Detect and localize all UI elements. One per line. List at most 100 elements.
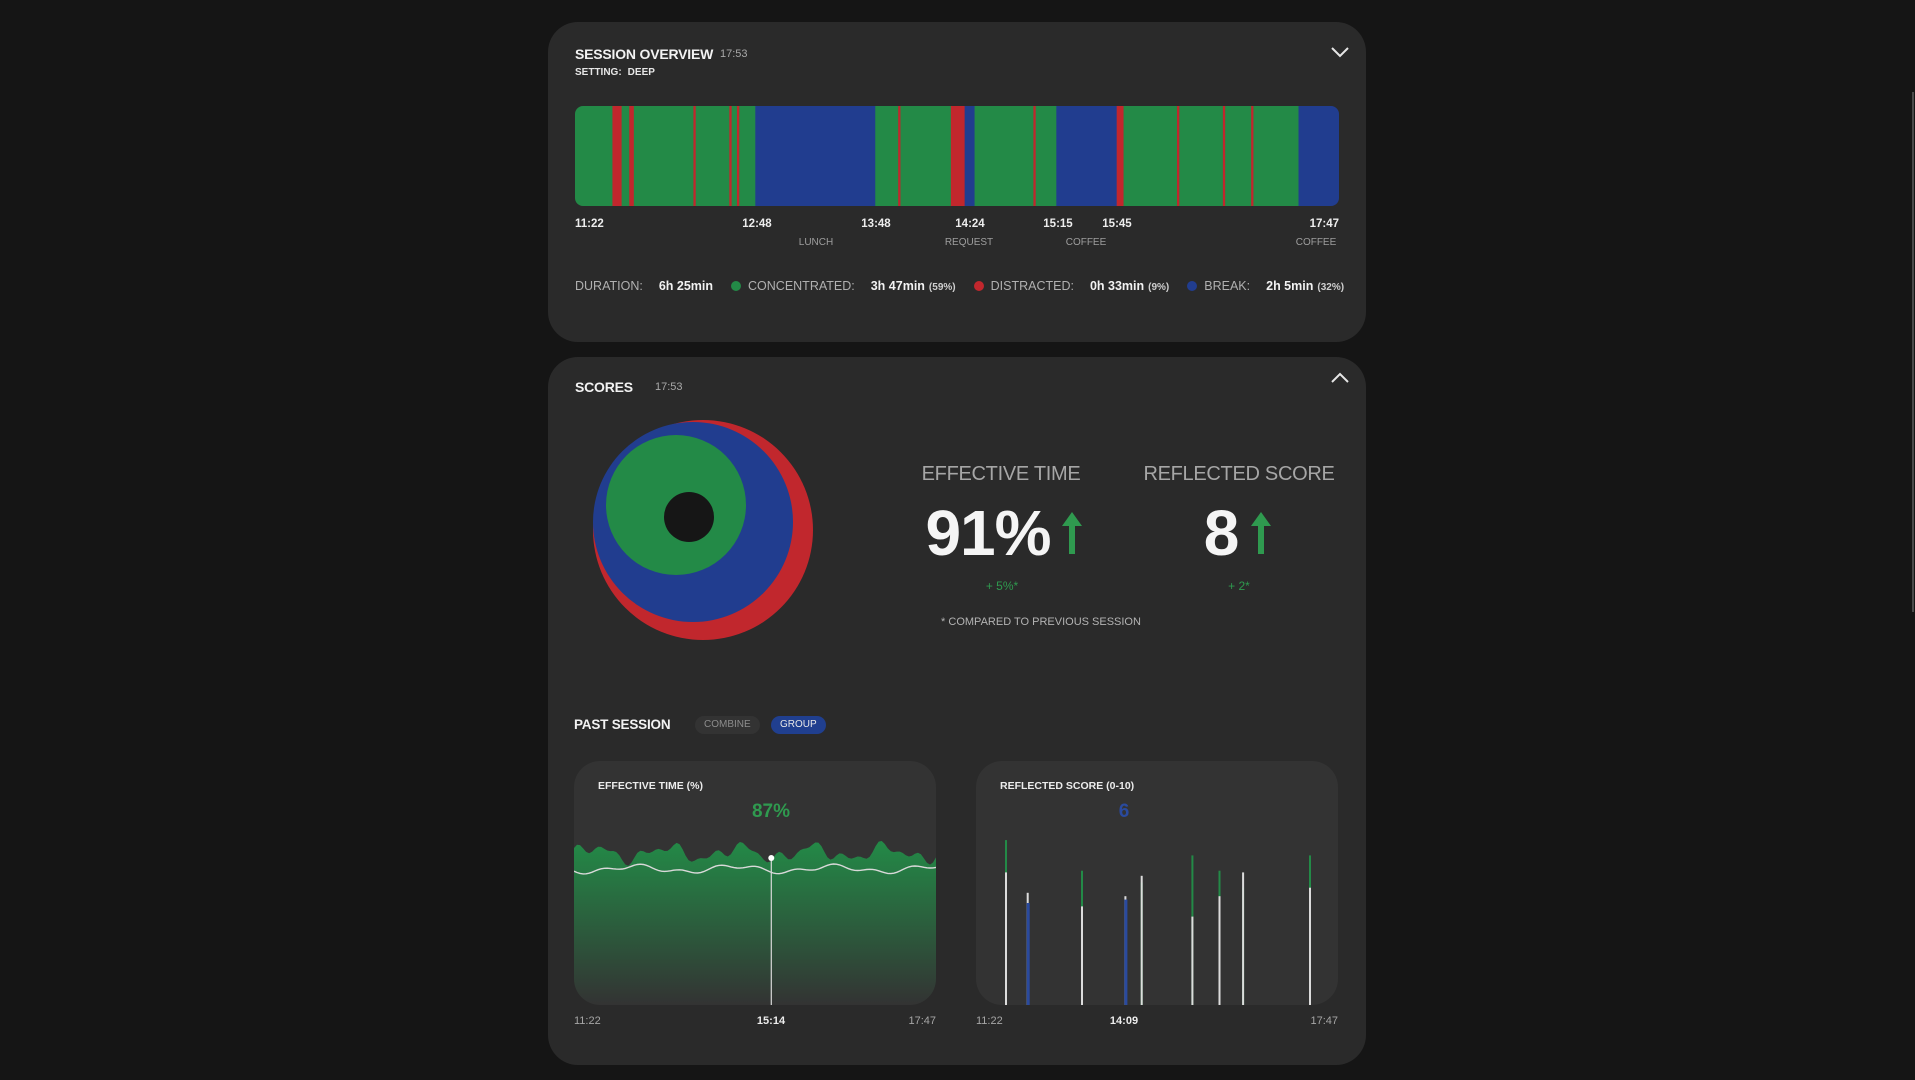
distracted-segment xyxy=(612,106,623,206)
effective-time-delta: + 5%* xyxy=(985,579,1019,593)
distracted-segment xyxy=(1251,106,1254,206)
effective-time-value: 91% xyxy=(925,497,1051,569)
scores-title: SCORES xyxy=(575,379,633,395)
session-breakdown-donut xyxy=(593,420,813,640)
group-toggle-button[interactable]: GROUP xyxy=(771,716,826,734)
reflected-score-label: REFLECTED SCORE xyxy=(1143,463,1335,485)
concentrated-segment xyxy=(739,106,756,206)
timeline-annotation: REQUEST xyxy=(944,237,994,248)
effective-chart-title: EFFECTIVE TIME (%) xyxy=(598,780,703,792)
concentrated-dot-icon xyxy=(731,281,742,291)
reflected-axis-end: 17:47 xyxy=(1310,1015,1338,1027)
arrow-up-icon xyxy=(1062,512,1082,554)
distracted-percent: (9%) xyxy=(1148,282,1170,293)
break-percent: (32%) xyxy=(1317,282,1345,293)
reflected-score-plot xyxy=(1005,840,1311,1005)
timeline-annotation: LUNCH xyxy=(798,237,834,248)
timeline-tick: 17:47 xyxy=(1309,218,1339,230)
score-bar-white xyxy=(1081,906,1083,1005)
distracted-segment xyxy=(1222,106,1226,206)
break-value: 2h 5min (32%) xyxy=(1266,279,1344,293)
timeline-annotation: COFFEE xyxy=(1065,237,1107,248)
effective-time-label: EFFECTIVE TIME xyxy=(921,463,1081,485)
break-duration: 2h 5min xyxy=(1266,279,1314,293)
duration-label: DURATION: xyxy=(575,279,643,293)
setting-value: DEEP xyxy=(627,67,655,78)
reflected-score-value: 8 xyxy=(1203,497,1240,569)
combine-toggle-button[interactable]: COMBINE xyxy=(695,716,760,734)
concentrated-segment xyxy=(1035,106,1057,206)
chart-cursor-dot xyxy=(768,855,775,861)
concentrated-segment xyxy=(974,106,1034,206)
timeline-tick: 13:48 xyxy=(861,218,891,230)
reflected-chart-title: REFLECTED SCORE (0-10) xyxy=(1000,780,1135,792)
reflected-chart-value: 6 xyxy=(1118,801,1130,822)
reflected-score-chart[interactable]: REFLECTED SCORE (0-10) 6 xyxy=(976,761,1338,1005)
concentrated-segment xyxy=(731,106,738,206)
distracted-segment xyxy=(898,106,901,206)
break-segment xyxy=(1056,106,1118,206)
effective-time-area xyxy=(574,841,936,1005)
timeline-tick: 15:45 xyxy=(1102,218,1132,230)
score-bar-blue xyxy=(1026,903,1030,1005)
concentrated-value: 3h 47min (59%) xyxy=(871,279,956,293)
reflected-axis-start: 11:22 xyxy=(976,1015,1003,1027)
break-dot-icon xyxy=(1187,281,1198,291)
past-session-title: PAST SESSION xyxy=(574,717,671,732)
distracted-segment xyxy=(736,106,740,206)
reflected-axis-cursor: 14:09 xyxy=(1109,1015,1139,1027)
concentrated-percent: (59%) xyxy=(928,282,956,293)
concentrated-segment xyxy=(1225,106,1252,206)
distracted-value: 0h 33min (9%) xyxy=(1090,279,1169,293)
score-bar-white xyxy=(1309,887,1311,1005)
overview-title: SESSION OVERVIEW xyxy=(575,46,714,62)
concentrated-label: CONCENTRATED: xyxy=(748,279,855,293)
arrow-up-icon xyxy=(1251,512,1271,554)
score-bar-white xyxy=(1140,875,1143,1005)
chevron-up-icon[interactable] xyxy=(1328,370,1352,386)
effective-time-plot xyxy=(574,841,936,1005)
score-bar-white xyxy=(1191,916,1194,1005)
setting-label: SETTING: xyxy=(575,67,622,78)
effective-axis-end: 17:47 xyxy=(908,1015,936,1027)
distracted-dot-icon xyxy=(973,281,984,291)
window-edge-scrollbar[interactable] xyxy=(1912,92,1914,612)
chevron-down-icon[interactable] xyxy=(1328,44,1352,60)
effective-axis-cursor: 15:14 xyxy=(756,1015,786,1027)
concentrated-segment xyxy=(875,106,899,206)
duration-value: 6h 25min xyxy=(658,279,714,293)
concentrated-segment xyxy=(695,106,730,206)
score-bar-blue xyxy=(1124,899,1128,1005)
donut-hole xyxy=(664,492,714,542)
concentrated-segment xyxy=(1123,106,1178,206)
effective-axis-start: 11:22 xyxy=(574,1015,601,1027)
effective-time-line xyxy=(574,863,936,875)
concentrated-segment xyxy=(633,106,694,206)
timeline-tick: 11:22 xyxy=(575,218,604,230)
concentrated-segment xyxy=(1179,106,1224,206)
distracted-label: DISTRACTED: xyxy=(990,279,1074,293)
distracted-segment xyxy=(629,106,635,206)
break-segment xyxy=(1298,106,1339,206)
distracted-segment xyxy=(1033,106,1037,206)
session-timeline-bar[interactable] xyxy=(575,106,1339,206)
session-stats: DURATION: 6h 25min CONCENTRATED: 3h 47mi… xyxy=(575,279,1344,293)
score-bar-white xyxy=(1005,872,1007,1005)
timeline-tick: 12:48 xyxy=(742,218,772,230)
effective-time-chart[interactable]: EFFECTIVE TIME (%) 87% xyxy=(574,761,936,1005)
timeline-annotation: COFFEE xyxy=(1295,237,1337,248)
overview-time: 17:53 xyxy=(720,48,748,60)
scores-time: 17:53 xyxy=(655,381,683,393)
reflected-score-delta: + 2* xyxy=(1228,579,1250,593)
session-overview-card: SESSION OVERVIEW 17:53 SETTING: DEEP 11:2… xyxy=(548,22,1366,342)
break-segment xyxy=(755,106,876,206)
timeline-tick: 14:24 xyxy=(955,218,985,230)
concentrated-duration: 3h 47min xyxy=(870,279,925,293)
distracted-segment xyxy=(1177,106,1180,206)
comparison-footnote: * COMPARED TO PREVIOUS SESSION xyxy=(941,616,1141,628)
distracted-segment xyxy=(693,106,697,206)
break-label: BREAK: xyxy=(1204,279,1251,293)
score-bar-white xyxy=(1242,872,1245,1005)
concentrated-segment xyxy=(900,106,952,206)
distracted-segment xyxy=(950,106,966,206)
